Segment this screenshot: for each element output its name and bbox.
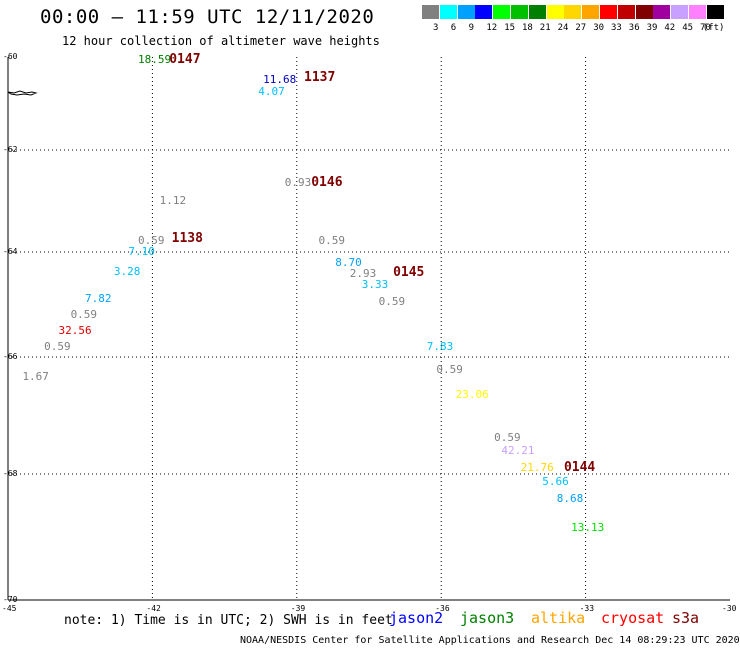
color-swatch — [582, 5, 600, 19]
color-scale-label: 15 — [504, 23, 516, 33]
wave-height-label: 5.66 — [542, 474, 569, 488]
wave-height-label: 8.68 — [556, 492, 584, 506]
wave-height-label: 21.76 — [520, 461, 554, 475]
wave-height-label: 7.82 — [85, 292, 112, 306]
color-scale-label: 70 — [700, 23, 711, 33]
satellite-legend-jason3: jason3 — [460, 609, 515, 627]
lat-tick-label: -64 — [3, 247, 18, 256]
wave-height-label: 3.28 — [113, 264, 141, 278]
wave-height-label: 7.10 — [128, 245, 155, 258]
color-swatch — [689, 5, 706, 19]
color-scale-label: 18 — [522, 23, 533, 33]
lat-lon-grid — [7, 57, 730, 601]
satellite-legend-s3a: s3a — [672, 609, 700, 627]
lat-tick-label: -70 — [3, 595, 18, 604]
wave-height-label: 1.12 — [159, 194, 187, 207]
color-swatch — [493, 5, 511, 19]
pass-number-label: 1137 — [304, 69, 336, 85]
color-swatch — [528, 5, 546, 19]
satellite-legend-altika: altika — [531, 609, 586, 627]
color-swatch — [671, 5, 689, 19]
color-scale-label: 30 — [593, 23, 605, 33]
wave-height-label: 32.56 — [58, 323, 92, 337]
wave-height-label: 42.21 — [501, 443, 535, 457]
pass-number-label: 0144 — [563, 460, 596, 476]
lat-tick-label: -68 — [3, 469, 18, 478]
page-subtitle: 12 hour collection of altimeter wave hei… — [62, 34, 380, 48]
pass-number-label: 0145 — [393, 265, 425, 280]
pass-number-label: 0146 — [311, 175, 343, 191]
color-swatch — [600, 5, 617, 19]
color-scale-unit: (ft) — [702, 23, 725, 33]
color-scale-label: 45 — [682, 23, 694, 33]
color-swatch — [422, 5, 439, 19]
color-swatch — [439, 5, 457, 19]
color-scale-label: 42 — [664, 23, 676, 33]
lat-tick-label: -62 — [3, 145, 18, 154]
color-scale-label: 9 — [468, 23, 475, 33]
wave-height-label: 7.83 — [426, 339, 454, 353]
lat-tick-label: -66 — [3, 352, 18, 361]
color-swatch — [617, 5, 635, 19]
lon-tick-label: -33 — [579, 604, 595, 613]
color-swatch — [546, 5, 564, 19]
wave-height-label: 2.93 — [349, 267, 377, 281]
color-scale-label: 12 — [486, 23, 498, 33]
wave-height-label: 0.59 — [137, 233, 165, 247]
wave-height-label: 0.59 — [494, 430, 521, 444]
wave-height-label: 8.70 — [335, 255, 362, 269]
color-swatch — [635, 5, 653, 19]
pass-number-label: 1138 — [171, 231, 203, 247]
wave-height-label: 18.59 — [137, 52, 172, 66]
lon-tick-label: -45 — [2, 604, 17, 613]
wave-height-label: 0.93 — [284, 176, 312, 190]
lat-tick-label: -60 — [3, 52, 18, 61]
wave-height-label: 3.33 — [361, 278, 389, 292]
color-swatch — [511, 5, 528, 19]
color-swatch — [653, 5, 671, 19]
pass-number-label: 0147 — [169, 51, 201, 67]
color-scale-label: 36 — [628, 23, 640, 33]
footnote: note: 1) Time is in UTC; 2) SWH is in fe… — [64, 613, 393, 628]
color-swatch — [564, 5, 582, 19]
color-scale-label: 21 — [539, 23, 551, 33]
wave-height-label: 23.06 — [455, 388, 489, 402]
lon-tick-label: -36 — [435, 604, 450, 613]
wave-height-label: 0.59 — [378, 294, 406, 308]
wave-height-label: 11.68 — [263, 73, 297, 87]
lon-tick-label: -39 — [290, 604, 306, 613]
color-scale-label: 27 — [575, 23, 587, 33]
coastline — [7, 90, 38, 96]
color-scale-label: 3 — [433, 23, 439, 33]
wave-height-label: 4.07 — [258, 84, 285, 98]
color-scale-label: 33 — [611, 23, 622, 33]
lon-tick-label: -42 — [146, 604, 161, 613]
color-swatch — [706, 5, 724, 19]
wave-height-label: 0.59 — [44, 339, 71, 353]
satellite-legend-jason2: jason2 — [389, 609, 444, 627]
island-coastline — [7, 90, 38, 96]
wave-height-label: 0.59 — [436, 363, 463, 377]
color-swatch — [475, 5, 493, 19]
color-swatch — [457, 5, 475, 19]
color-scale-label: 6 — [450, 23, 457, 33]
page-title: 00:00 – 11:59 UTC 12/11/2020 — [40, 6, 375, 28]
wave-height-label: 0.59 — [70, 308, 98, 321]
color-scale-label: 24 — [557, 23, 569, 33]
wave-height-label: 13.13 — [571, 520, 605, 534]
lon-tick-label: -30 — [722, 604, 737, 613]
wave-height-label: 1.67 — [22, 370, 49, 384]
wave-height-label: 0.59 — [318, 233, 345, 247]
color-scale-label: 39 — [646, 23, 658, 33]
footer-credit: NOAA/NESDIS Center for Satellite Applica… — [240, 635, 740, 646]
satellite-legend-cryosat: cryosat — [601, 609, 665, 627]
